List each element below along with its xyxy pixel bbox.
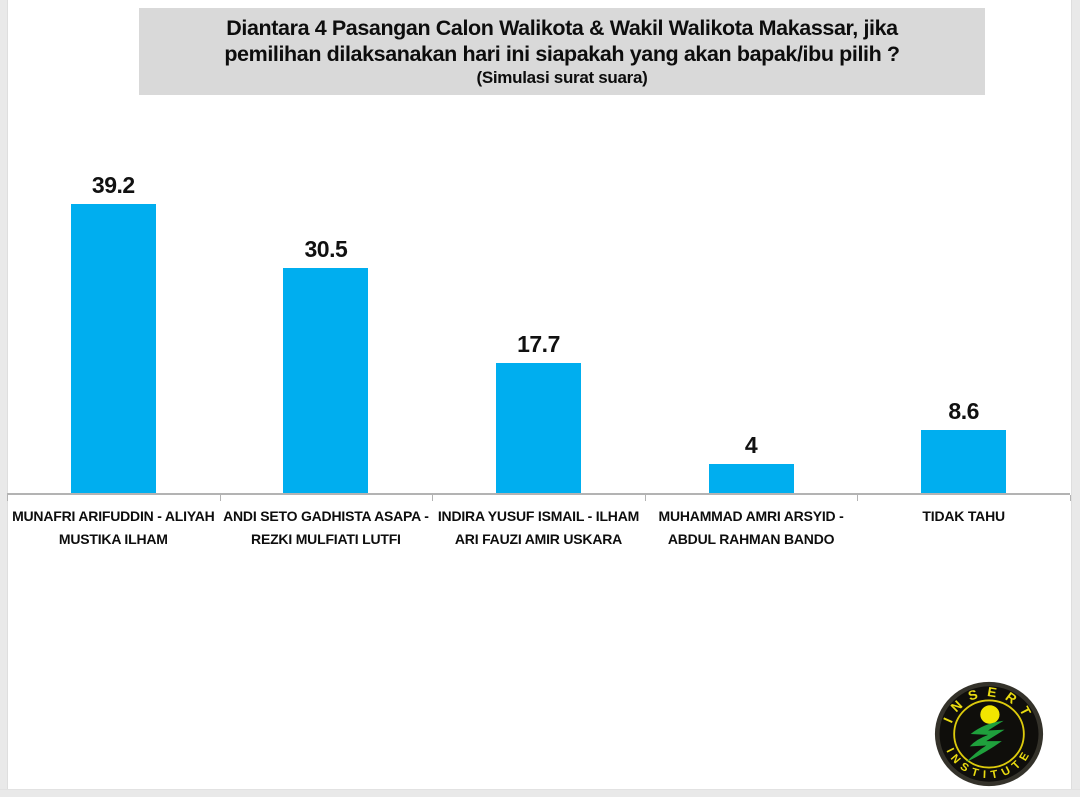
bar-value-label: 39.2 [91, 172, 135, 198]
bar-chart: 39.2 30.5 17.7 4 8.6 MUNAFRI ARIFUDDIN - ALI… [7, 95, 1071, 615]
category-label: INDIRA YUSUF ISMAIL - ILHAM ARI FAUZI AM… [437, 508, 640, 547]
bar-value-label: 4 [744, 432, 758, 458]
chart-column: 4 [645, 95, 858, 493]
bar [921, 430, 1007, 493]
category-labels-row: MUNAFRI ARIFUDDIN - ALIYAH MUSTIKA ILHAM… [7, 505, 1070, 551]
category-label: MUNAFRI ARIFUDDIN - ALIYAH MUSTIKA ILHAM [12, 508, 215, 547]
page-gutter-left [0, 0, 8, 797]
bar-value-label: 8.6 [948, 398, 979, 424]
category-label: ANDI SETO GADHISTA ASAPA - REZKI MULFIAT… [223, 508, 429, 547]
bar-value-label: 30.5 [304, 236, 348, 262]
logo-swoosh-icon [966, 720, 1005, 763]
chart-column: 17.7 [432, 95, 645, 493]
chart-column: 30.5 [220, 95, 433, 493]
insert-institute-logo: INSERT INSTITUTE [934, 681, 1044, 787]
title-line-2: pemilihan dilaksanakan hari ini siapakah… [224, 41, 900, 66]
axis-tick [7, 495, 8, 501]
page-gutter-bottom [0, 789, 1080, 797]
page-gutter-right [1071, 0, 1080, 797]
title-line-1: Diantara 4 Pasangan Calon Walikota & Wak… [226, 15, 898, 40]
x-axis-line [7, 493, 1070, 495]
chart-column: 8.6 [857, 95, 1070, 493]
chart-column: 39.2 [7, 95, 220, 493]
chart-title-box: Diantara 4 Pasangan Calon Walikota & Wak… [139, 8, 985, 95]
bar-value-label: 17.7 [517, 331, 560, 357]
category-label: TIDAK TAHU [922, 508, 1005, 524]
axis-tick [432, 495, 434, 501]
axis-tick [644, 495, 646, 501]
axis-tick [1070, 495, 1071, 501]
bar [70, 204, 156, 493]
category-label: MUHAMMAD AMRI ARSYID - ABDUL RAHMAN BAND… [658, 508, 844, 547]
bar [495, 363, 581, 493]
logo-inner-ring [953, 699, 1025, 769]
bar [708, 464, 794, 493]
bar [283, 268, 369, 493]
bars-area: 39.2 30.5 17.7 4 8.6 [7, 95, 1070, 493]
logo-sun-icon [980, 705, 1000, 724]
title-subtitle: (Simulasi surat suara) [476, 67, 648, 87]
axis-tick [219, 495, 221, 501]
axis-tick [857, 495, 859, 501]
